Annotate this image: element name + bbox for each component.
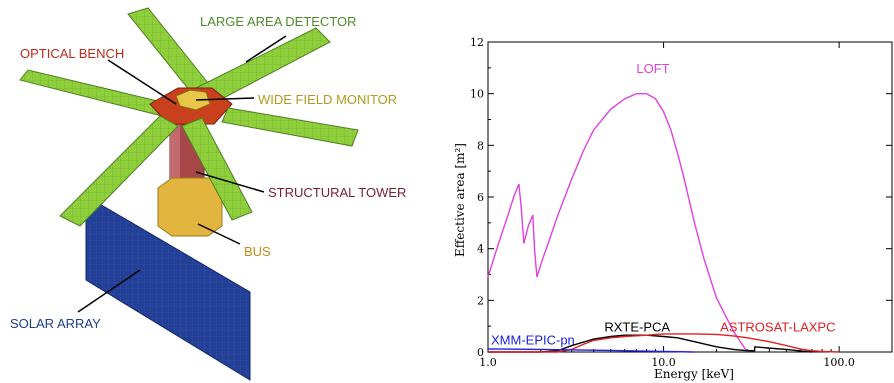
- pointer-optical-bench: [107, 59, 177, 105]
- wide-field-monitor: [175, 89, 211, 111]
- x-tick-label: 100.0: [823, 356, 855, 369]
- series-line-astrosat-laxpc: [488, 333, 840, 353]
- y-tick-label: 2: [477, 294, 484, 307]
- series-line-xmm-epic-pn: [487, 348, 695, 353]
- x-axis-label: Energy [keV]: [654, 367, 734, 381]
- y-tick-label: 12: [470, 36, 484, 49]
- label-solar-array: SOLAR ARRAY: [10, 316, 101, 331]
- series-layer: [487, 92, 840, 353]
- label-large-area-detector: LARGE AREA DETECTOR: [200, 14, 357, 29]
- tower-highlight: [170, 120, 180, 200]
- y-tick-label: 8: [477, 139, 484, 152]
- y-tick-label: 6: [477, 191, 484, 204]
- label-structural-tower: STRUCTURAL TOWER: [268, 185, 406, 200]
- pointer-wide-field-monitor: [195, 97, 255, 101]
- detector-panel-right: [221, 107, 359, 147]
- y-axis-label: Effective area [m²]: [453, 143, 467, 257]
- series-annotation-rxte-pca: RXTE-PCA: [604, 319, 670, 334]
- y-tick-label: 0: [477, 346, 484, 359]
- detector-panel-bottom-left: [59, 115, 179, 227]
- plot-area: [487, 41, 893, 353]
- spacecraft-diagram: LARGE AREA DETECTOR OPTICAL BENCH WIDE F…: [10, 7, 406, 381]
- plot-frame: [487, 41, 893, 353]
- annotation-layer: LOFT RXTE-PCA ASTROSAT-LAXPC XMM-EPIC-pn: [491, 61, 835, 347]
- y-tick-label: 10: [470, 88, 484, 101]
- series-line-rxte-pca: [488, 334, 813, 353]
- series-annotation-loft: LOFT: [636, 61, 669, 76]
- label-wide-field-monitor: WIDE FIELD MONITOR: [258, 92, 397, 107]
- detector-panel-bottom-right: [181, 117, 253, 221]
- pointer-solar-array: [77, 269, 141, 313]
- solar-array-panel: [85, 195, 251, 381]
- bus-body: [157, 177, 223, 237]
- pointer-large-area-detector: [245, 35, 287, 63]
- series-line-loft: [487, 92, 748, 353]
- label-bus: BUS: [244, 244, 271, 259]
- tick-marks: [487, 41, 893, 353]
- series-annotation-astrosat-laxpc: ASTROSAT-LAXPC: [720, 319, 835, 334]
- pointer-bus: [197, 223, 241, 245]
- label-optical-bench: OPTICAL BENCH: [20, 46, 124, 61]
- effective-area-chart: LOFT RXTE-PCA ASTROSAT-LAXPC XMM-EPIC-pn 0 2…: [453, 36, 893, 381]
- x-tick-label: 1.0: [479, 356, 497, 369]
- pointer-structural-tower: [195, 171, 265, 193]
- y-tick-label: 4: [477, 243, 484, 256]
- series-annotation-xmm-epic-pn: XMM-EPIC-pn: [491, 332, 575, 347]
- tick-labels: 0 2 4 6 8 10 12 1.0 10.0 100.0: [470, 36, 855, 369]
- x-tick-label: 10.0: [651, 356, 676, 369]
- detector-panel-left: [19, 69, 171, 117]
